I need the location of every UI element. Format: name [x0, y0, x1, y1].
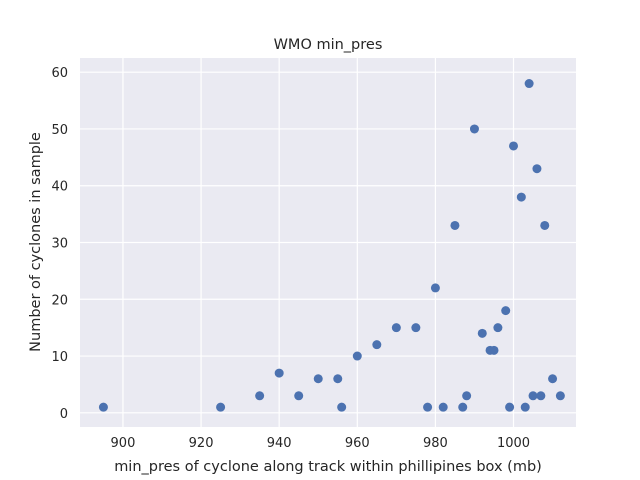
data-point	[489, 345, 499, 355]
data-point	[352, 351, 362, 361]
x-tick-label: 920	[189, 436, 214, 451]
data-point	[274, 368, 284, 378]
data-point	[333, 374, 343, 384]
data-point	[450, 220, 460, 230]
y-tick-label: 30	[51, 237, 68, 252]
data-point	[516, 192, 526, 202]
data-point	[520, 402, 530, 412]
data-point	[411, 323, 421, 333]
data-point	[391, 323, 401, 333]
data-point	[505, 402, 515, 412]
y-tick-label: 0	[60, 407, 68, 422]
data-point	[528, 391, 538, 401]
x-tick-label: 900	[111, 436, 136, 451]
y-tick-label: 50	[51, 123, 68, 138]
y-axis-label: Number of cyclones in sample	[28, 132, 44, 352]
data-point	[555, 391, 565, 401]
x-tick-labels: 900 920 940 960 980 1000	[111, 436, 531, 451]
data-point	[462, 391, 472, 401]
x-tick-label: 980	[423, 436, 448, 451]
data-point	[524, 79, 534, 89]
y-tick-label: 10	[51, 350, 68, 365]
x-axis-label: min_pres of cyclone along track within p…	[114, 459, 542, 475]
data-point	[255, 391, 265, 401]
grid-lines	[80, 58, 576, 427]
data-point	[493, 323, 503, 333]
data-point	[458, 402, 468, 412]
data-point	[313, 374, 323, 384]
data-point	[548, 374, 558, 384]
x-tick-label: 940	[267, 436, 292, 451]
data-point	[294, 391, 304, 401]
data-points	[98, 79, 565, 412]
data-point	[430, 283, 440, 293]
x-tick-label: 960	[345, 436, 370, 451]
data-point	[536, 391, 546, 401]
y-tick-label: 60	[51, 66, 68, 81]
chart-title: WMO min_pres	[274, 37, 383, 53]
data-point	[509, 141, 519, 151]
data-point	[501, 306, 511, 316]
data-point	[337, 402, 347, 412]
data-point	[532, 164, 542, 174]
data-point	[438, 402, 448, 412]
x-tick-label: 1000	[497, 436, 530, 451]
y-tick-label: 40	[51, 180, 68, 195]
data-point	[477, 328, 487, 338]
data-point	[423, 402, 433, 412]
data-point	[469, 124, 479, 134]
data-point	[216, 402, 226, 412]
y-tick-labels: 0 10 20 30 40 50 60	[51, 66, 68, 422]
data-point	[540, 220, 550, 230]
data-point	[98, 402, 108, 412]
y-tick-label: 20	[51, 293, 68, 308]
data-point	[372, 340, 382, 350]
